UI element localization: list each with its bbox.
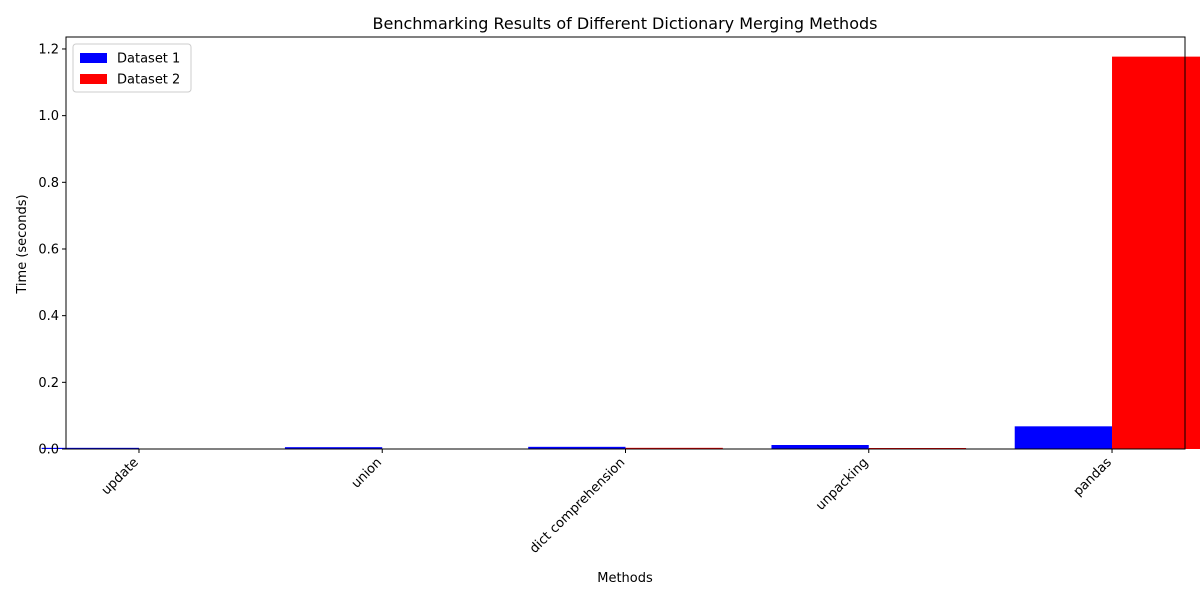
legend-swatch (80, 53, 107, 63)
bar-dataset-1-update (41, 447, 139, 449)
legend: Dataset 1 Dataset 2 (72, 43, 192, 93)
bar-dataset-1-union (284, 447, 383, 449)
y-tick-label: 0.2 (38, 376, 59, 391)
legend-label: Dataset 1 (117, 52, 180, 67)
bar-dataset-2-dict-comprehension (625, 447, 723, 449)
y-tick-label: 1.2 (38, 42, 59, 57)
y-tick-label: 0.6 (38, 242, 59, 257)
chart-title: Benchmarking Results of Different Dictio… (373, 14, 878, 33)
legend-swatch (80, 74, 107, 84)
bar-dataset-1-unpacking (771, 445, 869, 449)
bar-dataset-2-pandas (1112, 56, 1200, 449)
x-axis-label: Methods (597, 571, 653, 586)
y-tick-label: 0.0 (38, 443, 59, 458)
plot-frame (65, 36, 1186, 450)
bar-dataset-1-pandas (1014, 426, 1113, 449)
y-tick-label: 1.0 (38, 109, 59, 124)
y-tick-label: 0.4 (38, 309, 59, 324)
legend-label: Dataset 2 (117, 73, 180, 88)
y-axis: 0.0 0.2 0.4 0.6 0.8 1.0 1.2 (38, 42, 66, 458)
y-axis-label: Time (seconds) (15, 194, 30, 294)
y-tick-label: 0.8 (38, 176, 59, 191)
bar-dataset-1-dict-comprehension (528, 446, 626, 449)
